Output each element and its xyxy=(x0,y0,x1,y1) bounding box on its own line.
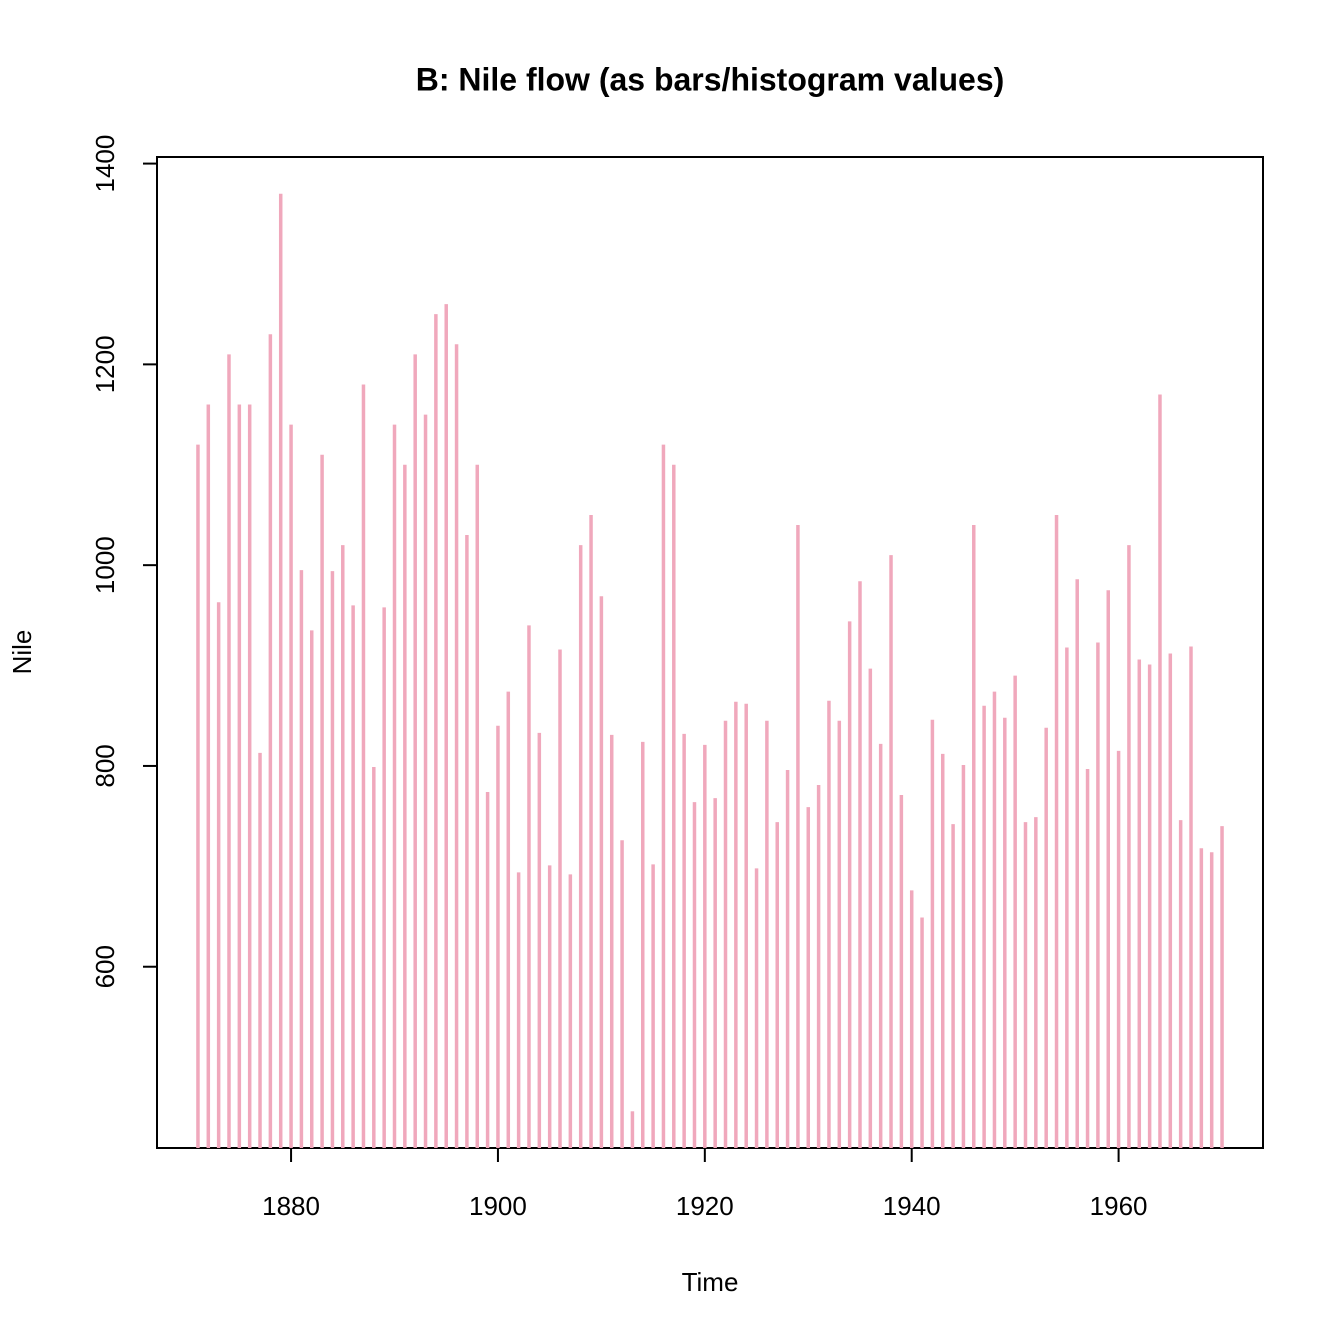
x-tick-label: 1900 xyxy=(469,1191,527,1221)
chart-title: B: Nile flow (as bars/histogram values) xyxy=(416,61,1005,97)
x-tick-label: 1960 xyxy=(1090,1191,1148,1221)
y-tick-label: 800 xyxy=(90,744,120,787)
y-tick-label: 1400 xyxy=(90,135,120,193)
x-tick-label: 1940 xyxy=(883,1191,941,1221)
x-tick-label: 1880 xyxy=(262,1191,320,1221)
x-axis-label: Time xyxy=(682,1267,739,1297)
y-tick-label: 1000 xyxy=(90,536,120,594)
y-tick-label: 600 xyxy=(90,945,120,988)
y-tick-label: 1200 xyxy=(90,335,120,393)
x-tick-label: 1920 xyxy=(676,1191,734,1221)
y-axis-label: Nile xyxy=(7,630,37,675)
